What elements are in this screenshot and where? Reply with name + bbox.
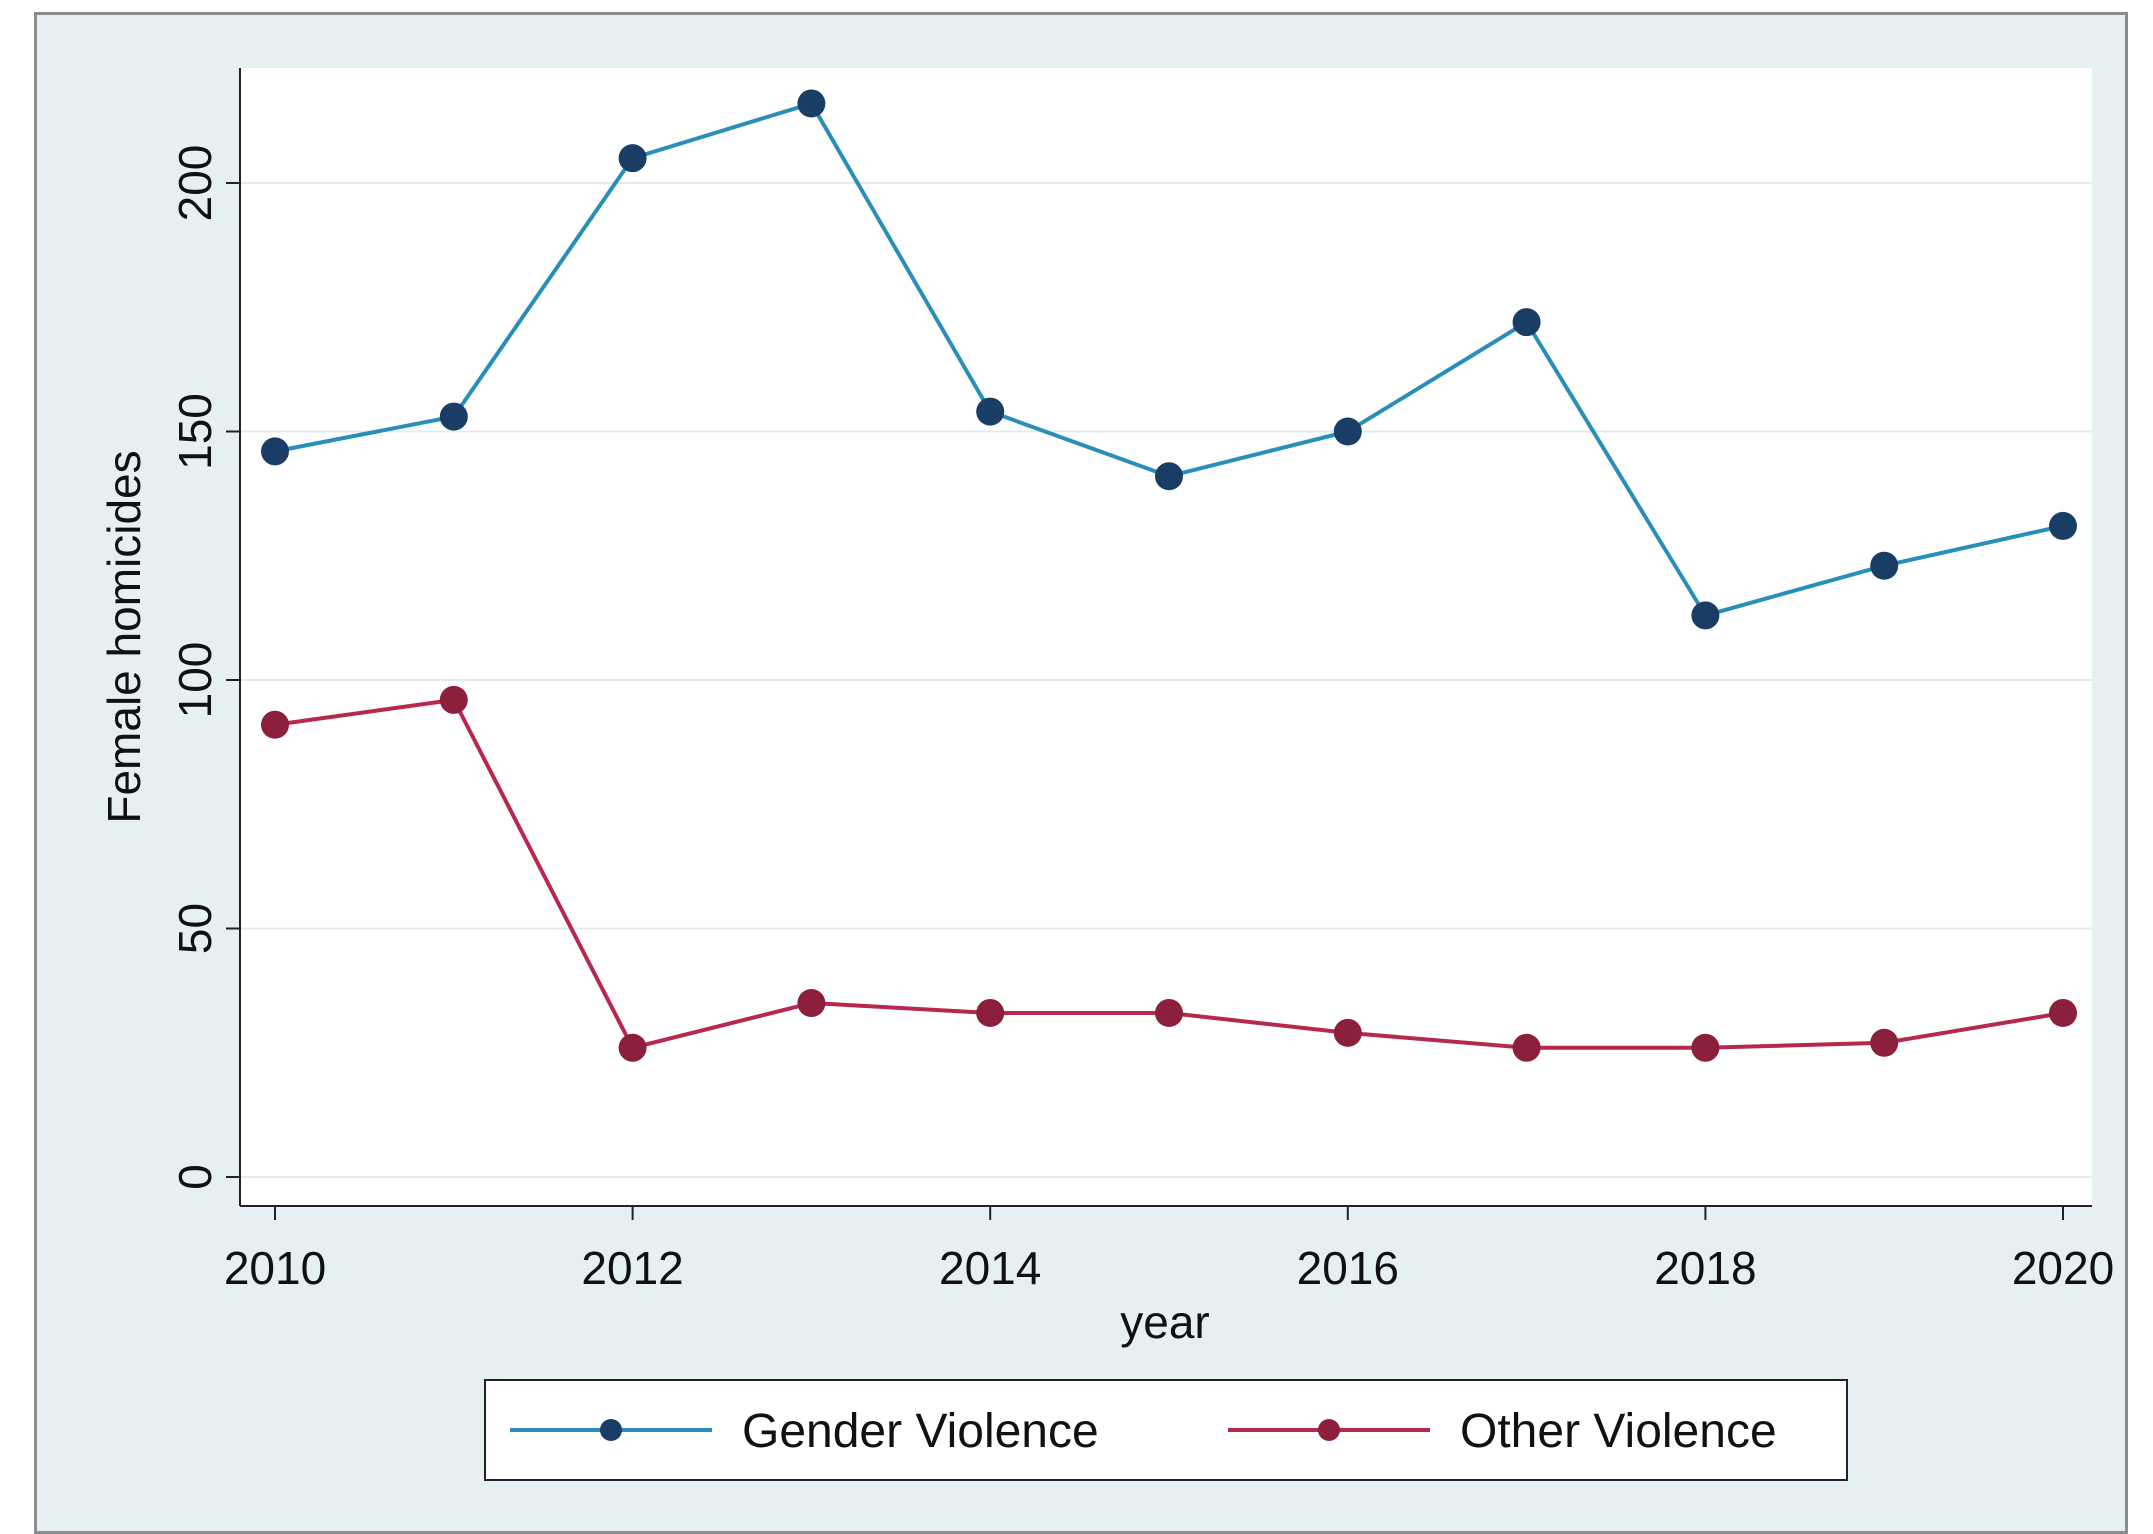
point-gender-violence-2015 <box>1155 462 1183 491</box>
point-other-violence-2011 <box>439 685 468 714</box>
legend-marker-gender-violence <box>600 1419 622 1441</box>
point-other-violence-2012 <box>618 1033 647 1062</box>
point-gender-violence-2017 <box>1512 308 1541 337</box>
point-other-violence-2017 <box>1512 1033 1541 1062</box>
point-other-violence-2010 <box>261 710 289 739</box>
legend-label-other-violence: Other Violence <box>1460 1405 1777 1458</box>
legend: Gender Violence Other Violence <box>484 1379 1848 1481</box>
y-tick-label-150: 150 <box>169 393 221 470</box>
y-tick-label-100: 100 <box>169 642 221 719</box>
point-gender-violence-2010 <box>261 437 289 466</box>
x-tick-label-2020: 2020 <box>2012 1242 2114 1294</box>
point-gender-violence-2013 <box>797 89 826 118</box>
series-group <box>261 89 2077 1062</box>
y-ticks: 0 50 100 150 200 <box>169 145 240 1190</box>
point-other-violence-2018 <box>1691 1033 1720 1062</box>
legend-label-gender-violence: Gender Violence <box>742 1405 1099 1458</box>
plot-area <box>240 68 2092 1206</box>
point-gender-violence-2011 <box>439 402 468 431</box>
legend-marker-other-violence <box>1318 1419 1340 1441</box>
point-other-violence-2019 <box>1870 1028 1899 1057</box>
y-tick-label-200: 200 <box>169 145 221 222</box>
x-tick-label-2014: 2014 <box>939 1242 1041 1294</box>
point-other-violence-2020 <box>2049 998 2077 1027</box>
point-gender-violence-2014 <box>976 397 1005 426</box>
point-gender-violence-2012 <box>618 144 647 173</box>
x-tick-label-2016: 2016 <box>1297 1242 1399 1294</box>
point-other-violence-2015 <box>1155 998 1183 1027</box>
point-gender-violence-2020 <box>2049 511 2077 540</box>
x-axis-title: year <box>1120 1296 1209 1348</box>
y-axis-title: Female homicides <box>98 450 150 823</box>
point-gender-violence-2018 <box>1691 601 1720 630</box>
x-tick-label-2010: 2010 <box>224 1242 326 1294</box>
gridlines <box>240 182 2092 1178</box>
x-tick-label-2012: 2012 <box>581 1242 683 1294</box>
point-other-violence-2013 <box>797 989 826 1018</box>
point-other-violence-2014 <box>976 998 1005 1027</box>
point-gender-violence-2016 <box>1333 417 1362 446</box>
y-tick-label-50: 50 <box>169 903 221 954</box>
x-tick-label-2018: 2018 <box>1654 1242 1756 1294</box>
y-tick-label-0: 0 <box>169 1164 221 1190</box>
point-other-violence-2016 <box>1333 1018 1362 1047</box>
point-gender-violence-2019 <box>1870 551 1899 580</box>
x-ticks: 2010 2012 2014 2016 2018 2020 <box>224 1206 2114 1294</box>
